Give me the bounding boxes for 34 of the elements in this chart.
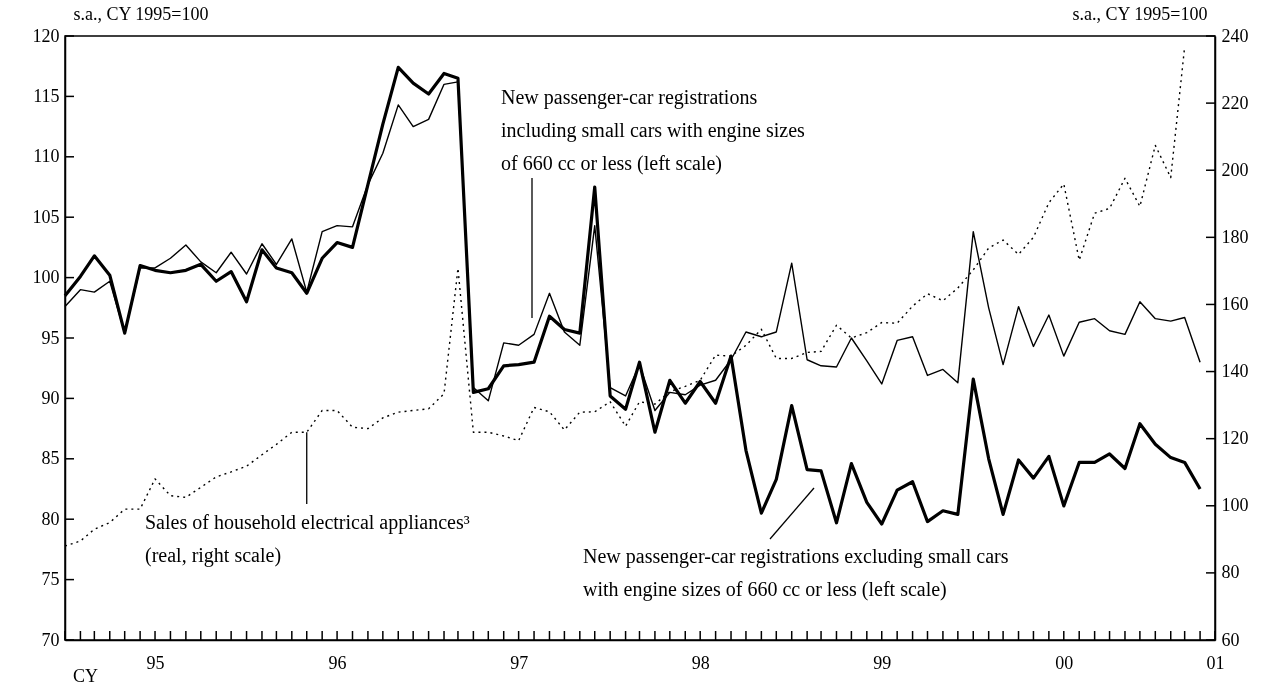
x-tick-label: 96: [328, 652, 347, 673]
y-tick-label: 105: [32, 206, 60, 227]
y2-tick-label: 140: [1221, 361, 1249, 382]
y2-tick-label: 60: [1221, 629, 1240, 650]
x-tick-label: 99: [873, 652, 892, 673]
y2-tick-label: 180: [1221, 226, 1249, 247]
y2-tick-label: 220: [1221, 92, 1249, 113]
x-tick-label: 01: [1206, 652, 1225, 673]
y2-tick-label: 120: [1221, 428, 1249, 449]
y-tick-label: 75: [41, 569, 60, 590]
y-tick-label: 100: [32, 267, 60, 288]
y2-tick-label: 100: [1221, 495, 1249, 516]
y2-axis-title: s.a., CY 1995=100: [1072, 3, 1208, 24]
y2-tick-label: 80: [1221, 562, 1240, 583]
y-tick-label: 95: [41, 327, 60, 348]
x-tick-label: 97: [510, 652, 529, 673]
annotation: New passenger-car registrations excluding small cars with engine sizes of 660 cc or less (left scale): [583, 545, 1009, 601]
y2-tick-label: 160: [1221, 293, 1249, 314]
y-tick-label: 120: [32, 25, 60, 46]
x-axis-title: CY: [72, 665, 99, 684]
y-tick-label: 85: [41, 448, 60, 469]
y-tick-label: 70: [41, 629, 60, 650]
annotation: New passenger-car registrations including small cars with engine sizes of 660 cc or less (left scale): [501, 86, 806, 175]
y-tick-label: 80: [41, 508, 60, 529]
y2-tick-label: 240: [1221, 25, 1249, 46]
x-tick-label: 95: [146, 652, 165, 673]
annotation: Sales of household electrical appliances³ (real, right scale): [145, 511, 470, 567]
x-tick-label: 98: [691, 652, 710, 673]
x-tick-label: 00: [1055, 652, 1074, 673]
y-tick-label: 90: [41, 387, 60, 408]
y-tick-label: 115: [33, 85, 60, 106]
y-axis-title: s.a., CY 1995=100: [73, 3, 209, 24]
y2-tick-label: 200: [1221, 159, 1249, 180]
y-tick-label: 110: [33, 146, 60, 167]
